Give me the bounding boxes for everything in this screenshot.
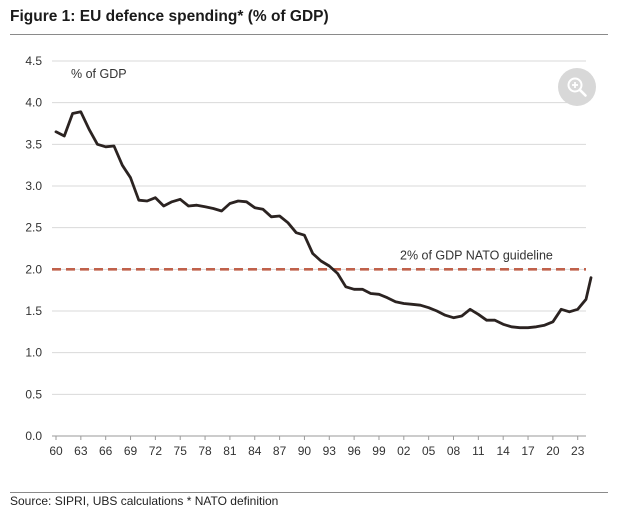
source-divider [10,492,608,493]
nato-guideline-label: 2% of GDP NATO guideline [400,248,553,262]
x-tick-label: 99 [372,444,386,458]
x-tick-label: 75 [174,444,188,458]
zoom-button[interactable] [558,68,596,106]
y-tick-label: 0.0 [25,429,42,443]
x-tick-label: 20 [546,444,560,458]
y-axis-label: % of GDP [71,67,127,81]
x-tick-label: 72 [149,444,163,458]
series-line-defence-spending [54,110,593,330]
x-tick-label: 05 [422,444,436,458]
figure-title: Figure 1: EU defence spending* (% of GDP… [10,8,329,25]
x-tick-label: 63 [74,444,88,458]
line-chart: 0.0 0.5 1.0 1.5 2.0 2.5 3.0 3.5 4.0 4.5 60 63 66 69 7… [25,54,593,458]
y-tick-label: 3.0 [25,179,42,193]
title-divider [10,34,608,35]
x-tick-label: 66 [99,444,113,458]
y-tick-label: 1.5 [25,304,42,318]
y-tick-label: 0.5 [25,387,42,401]
gridlines [52,60,586,395]
x-tick-label: 87 [273,444,287,458]
x-tick-label: 69 [124,444,138,458]
x-tick-label: 08 [447,444,461,458]
x-tick-label: 96 [347,444,361,458]
x-tick-label: 60 [49,444,63,458]
x-tick-label: 14 [497,444,511,458]
x-tick-label: 17 [521,444,535,458]
y-tick-label: 2.5 [25,221,42,235]
y-tick-label: 4.5 [25,54,42,68]
x-axis-ticks: 60 63 66 69 72 75 78 81 84 87 90 93 96 99 02 05 08 11 14 17… [49,436,585,458]
x-tick-label: 93 [323,444,337,458]
x-tick-label: 84 [248,444,262,458]
x-tick-label: 78 [198,444,212,458]
source-note: Source: SIPRI, UBS calculations * NATO d… [10,494,279,508]
x-tick-label: 81 [223,444,237,458]
zoom-in-icon [567,77,587,97]
y-tick-label: 2.0 [25,262,42,276]
x-tick-label: 90 [298,444,312,458]
y-axis-ticks: 0.0 0.5 1.0 1.5 2.0 2.5 3.0 3.5 4.0 4.5 [25,54,42,443]
y-tick-label: 3.5 [25,137,42,151]
x-tick-label: 23 [571,444,585,458]
x-tick-label: 02 [397,444,411,458]
x-tick-label: 11 [472,444,485,458]
y-tick-label: 1.0 [25,346,42,360]
y-tick-label: 4.0 [25,96,42,110]
